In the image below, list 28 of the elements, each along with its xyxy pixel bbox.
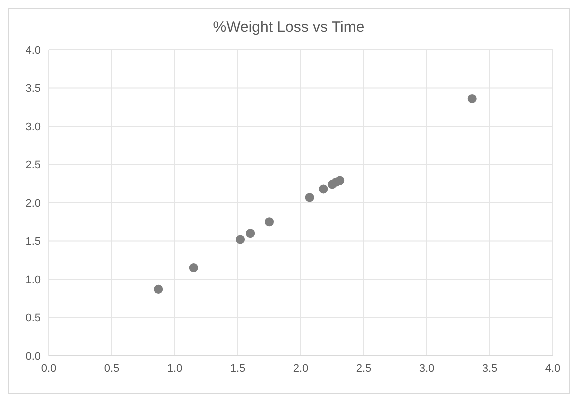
x-tick-label: 2.0 bbox=[293, 362, 309, 375]
x-tick-label: 1.0 bbox=[167, 362, 183, 375]
y-tick-label: 3.5 bbox=[26, 83, 41, 96]
point bbox=[468, 94, 477, 104]
y-tick-label: 0.5 bbox=[26, 312, 41, 325]
x-tick-label: 3.0 bbox=[419, 362, 435, 375]
point bbox=[246, 229, 256, 238]
y-tick-label: 1.5 bbox=[26, 236, 41, 248]
x-tick-label: 4.0 bbox=[545, 362, 561, 375]
y-tick-label: 0.0 bbox=[26, 350, 41, 363]
point bbox=[264, 218, 274, 227]
x-tick-label: 3.5 bbox=[482, 362, 498, 375]
x-tick-label: 0.0 bbox=[41, 362, 57, 375]
x-tick-label: 2.5 bbox=[356, 362, 372, 375]
y-tick-label: 2.0 bbox=[26, 198, 41, 210]
point bbox=[336, 176, 345, 186]
y-tick-label: 3.0 bbox=[26, 121, 41, 134]
point bbox=[305, 193, 314, 202]
point bbox=[236, 235, 246, 244]
chart-title: %Weight Loss vs Time bbox=[212, 19, 366, 36]
point bbox=[319, 184, 328, 194]
y-tick-label: 4.0 bbox=[26, 44, 41, 57]
point bbox=[154, 284, 164, 294]
y-tick-label: 1.0 bbox=[26, 274, 41, 286]
point bbox=[189, 264, 198, 273]
x-tick-label: 1.5 bbox=[230, 362, 246, 375]
y-tick-label: 2.5 bbox=[26, 160, 41, 172]
x-tick-label: 0.5 bbox=[104, 362, 120, 375]
